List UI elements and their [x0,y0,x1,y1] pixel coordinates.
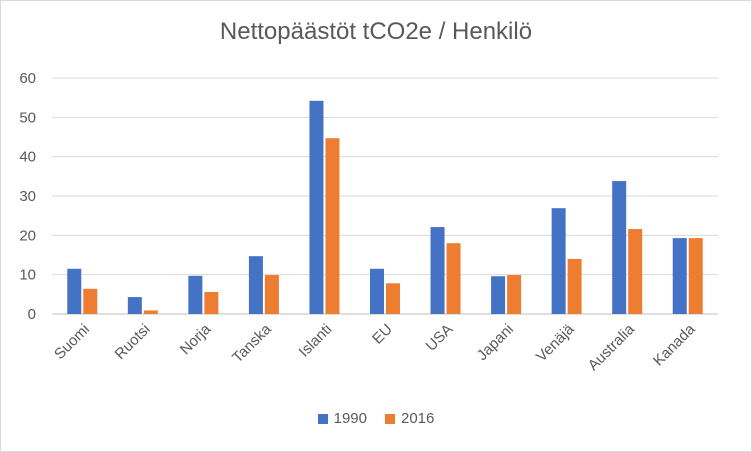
bar-1990-usa [430,227,445,314]
bar-1990-norja [188,275,203,314]
bar-1990-ruotsi [127,297,142,314]
legend-swatch [317,413,328,424]
bar-1990-tanska [248,256,263,314]
x-tick-label: Ruotsi [112,321,154,363]
legend-item: 2016 [385,410,434,427]
x-tick-label: Kanada [650,320,699,369]
legend: 1990 2016 [0,410,752,427]
bar-1990-eu [370,268,384,314]
bar-2016-japani [507,275,522,314]
bar-2016-islanti [325,138,340,314]
bar-1990-japani [491,276,506,314]
bar-2016-kanada [688,238,703,314]
bar-2016-venäjä [567,258,582,314]
x-tick-label: USA [423,321,457,355]
bar-2016-ruotsi [143,310,158,314]
y-tick-label: 30 [19,188,36,205]
legend-label: 1990 [333,410,367,427]
x-tick-label: EU [369,321,396,348]
bar-1990-kanada [672,238,687,314]
y-tick-label: 0 [28,306,36,323]
bar-2016-suomi [83,288,98,314]
x-tick-label: Islanti [296,321,336,361]
chart-title: Nettopäästöt tCO2e / Henkilö [219,18,533,45]
y-tick-label: 20 [19,227,36,244]
bar-2016-norja [204,291,219,314]
bar-1990-venäjä [551,208,566,314]
bar-2016-eu [386,283,400,314]
legend-label: 2016 [401,410,435,427]
bar-1990-islanti [309,100,324,315]
x-tick-label: Norja [177,320,215,358]
bar-2016-tanska [264,275,279,314]
bar-1990-australia [612,181,627,314]
y-tick-label: 60 [19,70,36,87]
bar-1990-suomi [67,268,82,314]
legend-swatch [385,413,395,424]
y-tick-label: 40 [19,149,36,166]
x-tick-label: Tanska [229,320,275,366]
bar-2016-australia [628,229,643,314]
y-tick-label: 10 [19,267,36,284]
x-tick-label: Suomi [51,321,93,363]
y-tick-label: 50 [19,109,36,126]
x-tick-label: Australia [585,320,639,374]
x-tick-label: Japani [474,321,517,364]
bar-2016-usa [446,243,461,314]
x-tick-label: Venäjä [533,320,578,365]
legend-item: 1990 [317,410,367,427]
